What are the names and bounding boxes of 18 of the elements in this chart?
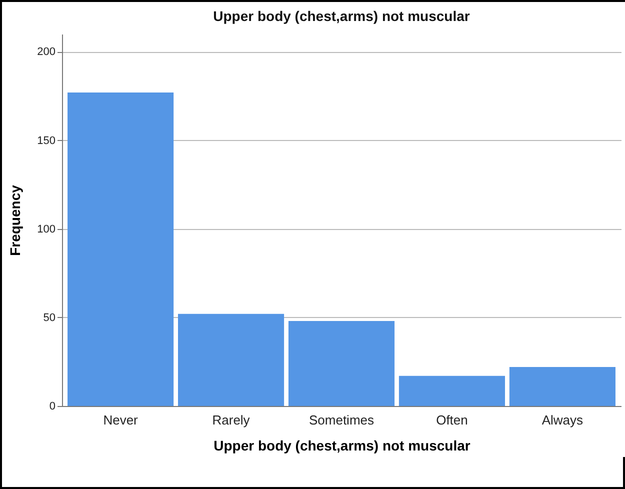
y-tick-label: 200 [37,46,56,58]
x-axis-title: Upper body (chest,arms) not muscular [214,438,471,454]
y-tick-label: 0 [49,400,56,412]
x-tick-label: Rarely [212,412,250,428]
x-tick-label: Always [542,412,584,428]
y-tick-label: 50 [43,312,56,324]
bar [398,376,505,406]
y-axis-title: Frequency [7,184,24,256]
y-tick-label: 150 [37,134,56,147]
y-tick-label: 100 [37,223,56,236]
x-tick-label: Often [436,412,468,428]
bar [68,92,174,406]
bar [178,314,284,406]
bar [288,320,395,406]
x-tick-label: Sometimes [308,412,375,428]
x-tick-label: Never [103,412,139,428]
chart-title: Upper body (chest,arms) not muscular [213,8,470,24]
bar [509,367,616,406]
